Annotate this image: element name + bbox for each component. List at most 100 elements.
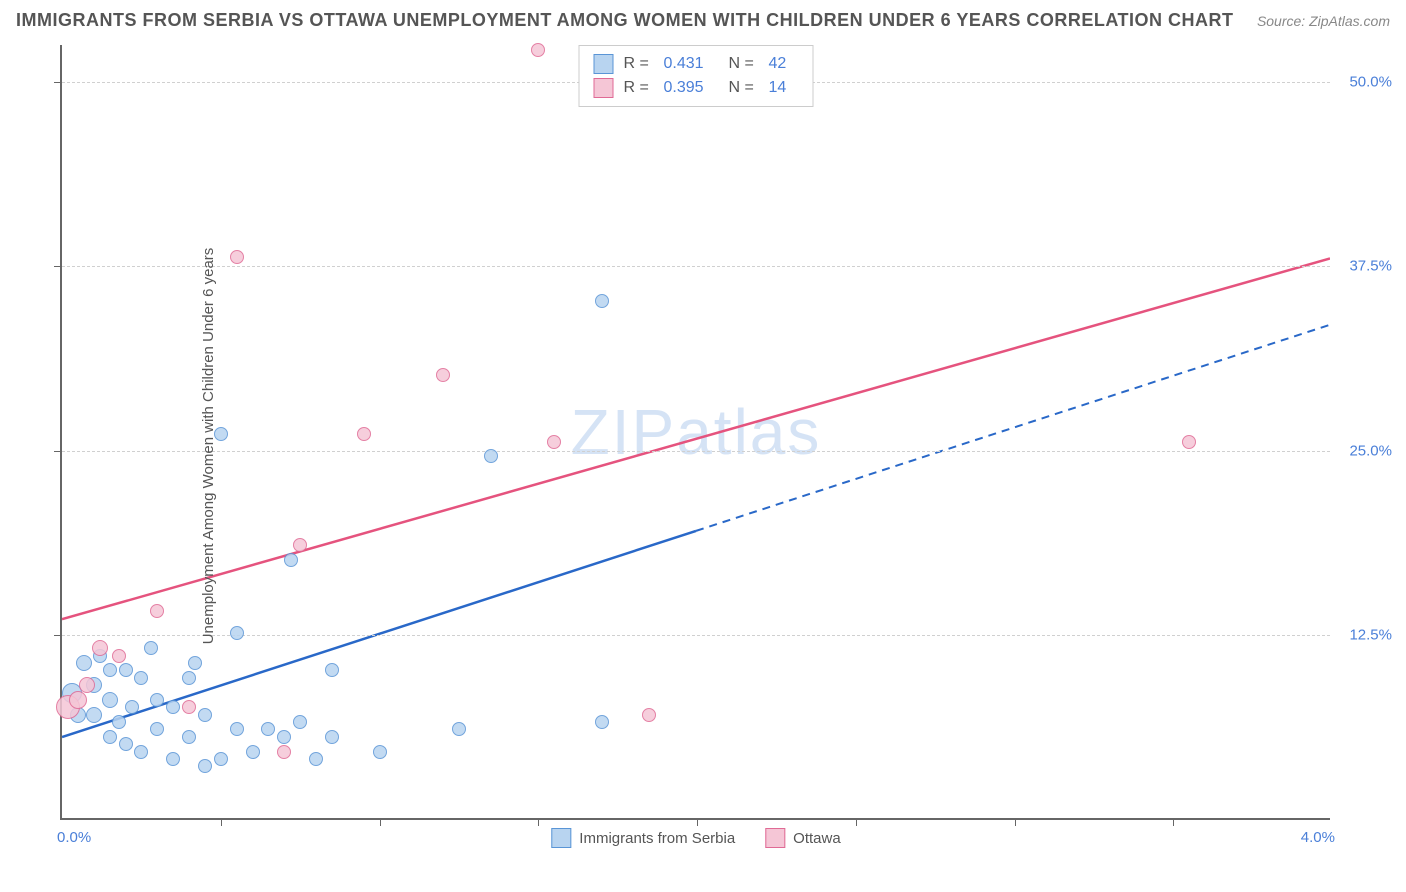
y-tick-mark [54,266,62,267]
data-point [246,745,260,759]
data-point [92,640,108,656]
data-point [357,427,371,441]
data-point [150,722,164,736]
data-point [86,707,102,723]
x-tick-label: 0.0% [57,829,91,846]
legend-bottom-item: Ottawa [765,828,841,848]
y-tick-label: 12.5% [1337,627,1392,644]
y-tick-label: 50.0% [1337,73,1392,90]
legend-bottom-item: Immigrants from Serbia [551,828,735,848]
data-point [595,715,609,729]
y-axis-label: Unemployment Among Women with Children U… [200,248,217,645]
data-point [293,538,307,552]
data-point [112,715,126,729]
legend-correlation: R = 0.431 N = 42 R = 0.395 N = 14 [579,45,814,107]
legend-swatch [594,78,614,98]
y-tick-mark [54,82,62,83]
data-point [150,693,164,707]
data-point [214,752,228,766]
x-tick-mark [1015,818,1016,826]
legend-r-label: R = [624,55,654,73]
legend-r-value: 0.395 [664,79,719,97]
data-point [69,691,87,709]
x-tick-mark [1173,818,1174,826]
legend-series: Immigrants from Serbia Ottawa [551,828,840,848]
data-point [309,752,323,766]
legend-row: R = 0.395 N = 14 [594,76,799,100]
data-point [198,708,212,722]
data-point [182,700,196,714]
trend-lines-svg [62,45,1330,818]
legend-swatch [594,54,614,74]
data-point [284,553,298,567]
y-tick-mark [54,635,62,636]
source-label: Source: ZipAtlas.com [1257,13,1390,29]
legend-n-label: N = [729,55,759,73]
data-point [119,663,133,677]
data-point [230,722,244,736]
data-point [150,604,164,618]
data-point [595,294,609,308]
data-point [182,730,196,744]
x-tick-mark [221,818,222,826]
trend-line-dashed [696,325,1330,531]
legend-row: R = 0.431 N = 42 [594,52,799,76]
grid-line [62,635,1330,636]
chart-title: IMMIGRANTS FROM SERBIA VS OTTAWA UNEMPLO… [16,10,1233,31]
data-point [166,752,180,766]
y-tick-label: 37.5% [1337,258,1392,275]
grid-line [62,266,1330,267]
data-point [103,663,117,677]
data-point [112,649,126,663]
grid-line [62,451,1330,452]
legend-swatch [765,828,785,848]
legend-r-value: 0.431 [664,55,719,73]
legend-bottom-label: Immigrants from Serbia [579,830,735,847]
data-point [230,626,244,640]
y-tick-label: 25.0% [1337,442,1392,459]
x-tick-mark [538,818,539,826]
data-point [182,671,196,685]
data-point [325,730,339,744]
data-point [1182,435,1196,449]
legend-n-value: 42 [769,55,799,73]
data-point [261,722,275,736]
data-point [119,737,133,751]
legend-n-label: N = [729,79,759,97]
trend-line-solid [62,258,1330,619]
data-point [277,745,291,759]
data-point [325,663,339,677]
data-point [277,730,291,744]
data-point [166,700,180,714]
data-point [373,745,387,759]
data-point [144,641,158,655]
data-point [102,692,118,708]
plot-area: ZIPatlas 12.5%25.0%37.5%50.0%0.0%4.0% R … [60,45,1330,820]
data-point [188,656,202,670]
x-tick-label: 4.0% [1301,829,1335,846]
legend-bottom-label: Ottawa [793,830,841,847]
data-point [484,449,498,463]
data-point [547,435,561,449]
data-point [531,43,545,57]
data-point [642,708,656,722]
data-point [134,745,148,759]
data-point [79,677,95,693]
legend-n-value: 14 [769,79,799,97]
x-tick-mark [380,818,381,826]
data-point [436,368,450,382]
data-point [452,722,466,736]
x-tick-mark [856,818,857,826]
watermark: ZIPatlas [571,395,822,469]
data-point [125,700,139,714]
y-tick-mark [54,451,62,452]
data-point [103,730,117,744]
legend-swatch [551,828,571,848]
data-point [76,655,92,671]
data-point [134,671,148,685]
data-point [230,250,244,264]
legend-r-label: R = [624,79,654,97]
x-tick-mark [697,818,698,826]
data-point [198,759,212,773]
data-point [293,715,307,729]
